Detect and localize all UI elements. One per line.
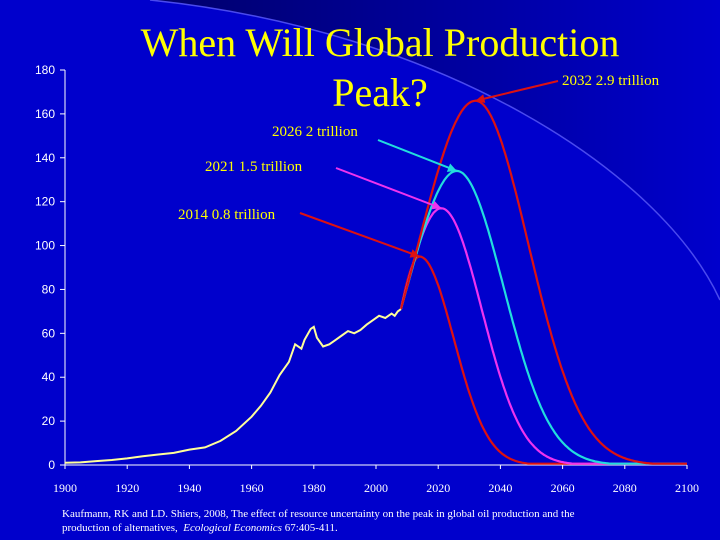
annotation-2032-arrowhead bbox=[475, 94, 486, 104]
series-line-2026 bbox=[399, 169, 687, 465]
y-tick-label-80: 80 bbox=[42, 282, 56, 296]
slide-background-curve bbox=[150, 0, 720, 300]
annotation-2026-arrowhead bbox=[446, 163, 457, 172]
chart-title: When Will Global Production Peak? bbox=[100, 18, 660, 118]
y-tick-label-180: 180 bbox=[35, 63, 55, 77]
annotation-2032-label: 2032 2.9 trillion bbox=[562, 73, 660, 89]
annotation-2014-arrowhead bbox=[409, 249, 420, 258]
x-tick-label-2100: 2100 bbox=[675, 481, 699, 495]
annotation-2026-label: 2026 2 trillion bbox=[272, 124, 358, 140]
annotation-2014-label: 2014 0.8 trillion bbox=[178, 207, 276, 223]
x-tick-label-2080: 2080 bbox=[613, 481, 637, 495]
x-tick-label-1920: 1920 bbox=[115, 481, 139, 495]
annotation-2021-arrow bbox=[335, 167, 442, 210]
annotation-2032-arrow bbox=[475, 80, 559, 102]
series-line-2032 bbox=[399, 99, 687, 465]
citation-line-1: Kaufmann, RK and LD. Shiers, 2008, The e… bbox=[62, 508, 575, 520]
y-tick-label-40: 40 bbox=[42, 370, 56, 384]
x-tick-label-1900: 1900 bbox=[53, 481, 77, 495]
y-tick-label-0: 0 bbox=[48, 458, 55, 472]
x-tick-label-1960: 1960 bbox=[240, 481, 264, 495]
title-line-1: When Will Global Production bbox=[140, 20, 620, 65]
citation-line-2: production of alternatives, Ecological E… bbox=[62, 521, 682, 535]
citation-pages: 67:405-411. bbox=[281, 522, 338, 534]
y-tick-label-100: 100 bbox=[35, 239, 55, 253]
y-tick-label-60: 60 bbox=[42, 326, 56, 340]
y-tick-label-160: 160 bbox=[35, 107, 55, 121]
title-line-2: Peak? bbox=[332, 70, 428, 115]
x-tick-label-2020: 2020 bbox=[426, 481, 450, 495]
citation-journal: Ecological Economics bbox=[183, 522, 282, 534]
annotation-2026-arrow bbox=[377, 139, 458, 172]
annotation-2021-arrowhead bbox=[431, 200, 442, 210]
x-tick-label-2000: 2000 bbox=[364, 481, 388, 495]
slide-background-curve-edge bbox=[149, 0, 720, 301]
x-tick-label-1940: 1940 bbox=[177, 481, 201, 495]
y-tick-label-120: 120 bbox=[35, 195, 55, 209]
x-tick-label-2040: 2040 bbox=[488, 481, 512, 495]
citation: Kaufmann, RK and LD. Shiers, 2008, The e… bbox=[62, 507, 682, 535]
annotation-2021-label: 2021 1.5 trillion bbox=[205, 159, 303, 175]
x-tick-label-1980: 1980 bbox=[302, 481, 326, 495]
annotation-2014-arrow bbox=[299, 212, 420, 258]
y-tick-label-20: 20 bbox=[42, 414, 56, 428]
series-line-historical bbox=[64, 308, 402, 464]
citation-prefix: production of alternatives, bbox=[62, 522, 178, 534]
x-tick-label-2060: 2060 bbox=[551, 481, 575, 495]
y-tick-label-140: 140 bbox=[35, 151, 55, 165]
